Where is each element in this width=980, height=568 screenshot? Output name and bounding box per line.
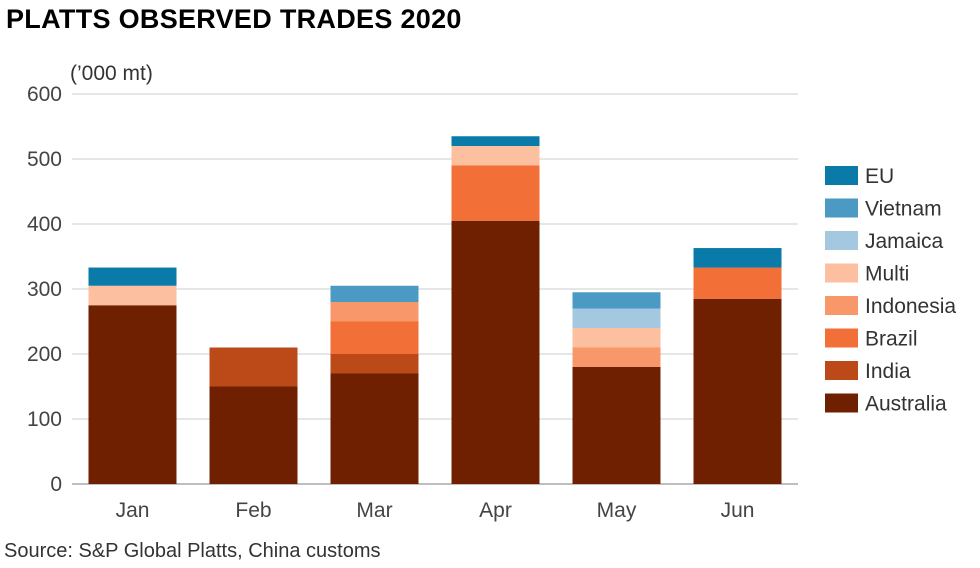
y-tick-label: 300 [27,278,62,301]
legend-swatch-australia [825,393,858,413]
gridlines [72,93,798,485]
y-axis-unit-label: (’000 mt) [70,62,153,85]
y-tick-label: 500 [27,148,62,171]
y-tick-label: 200 [27,343,62,366]
legend: EU Vietnam Jamaica Multi Indonesia Brazil Indi… [825,165,956,416]
bar-segment-brazil-apr [451,165,540,221]
legend-swatch-jamaica [825,231,858,250]
legend-swatch-brazil [825,328,858,348]
x-tick-label: Mar [356,499,392,522]
legend-swatch-multi [825,263,858,283]
bar-segment-vietnam-may [572,292,661,309]
bar-segment-india-mar [330,354,419,374]
bar-segment-brazil-jun [693,267,782,299]
x-tick-label: Apr [479,499,512,522]
bar-segment-indonesia-may [572,347,661,367]
bar-segment-india-feb [209,347,298,387]
x-tick-label: May [597,499,637,522]
legend-label-australia: Australia [865,393,947,416]
bar-segment-multi-jan [88,285,177,306]
legend-label-jamaica: Jamaica [865,230,944,253]
x-tick-label: Jan [116,499,150,522]
bar-segment-brazil-mar [330,321,419,354]
y-axis-ticks: 0 100 200 300 400 500 600 [27,83,62,496]
x-axis-ticks: Jan Feb Mar Apr May Jun [116,499,755,522]
legend-swatch-indonesia [825,296,858,315]
legend-swatch-vietnam [825,198,858,218]
legend-label-india: India [865,360,911,383]
bar-segment-australia-feb [209,386,298,484]
bar-segment-multi-apr [451,146,540,166]
bar-segment-vietnam-mar [330,285,419,302]
legend-label-brazil: Brazil [865,328,918,351]
bar-segment-australia-jan [88,305,177,484]
bar-segment-australia-jun [693,298,782,484]
bar-segment-eu-apr [451,136,540,146]
legend-label-multi: Multi [865,263,909,286]
bar-segment-eu-jun [693,248,782,268]
y-tick-label: 600 [27,83,62,106]
legend-label-eu: EU [865,165,894,188]
legend-swatch-india [825,361,858,380]
y-tick-label: 400 [27,213,62,236]
bar-segment-australia-may [572,367,661,484]
bar-segment-eu-jan [88,267,177,286]
bar-segment-multi-may [572,328,661,348]
legend-swatch-eu [825,166,858,185]
legend-label-vietnam: Vietnam [865,198,942,221]
chart-title: PLATTS OBSERVED TRADES 2020 [6,4,462,34]
legend-label-indonesia: Indonesia [865,295,956,318]
bars [88,136,782,484]
bar-segment-australia-apr [451,220,540,484]
source-note: Source: S&P Global Platts, China customs [4,540,381,562]
bar-segment-indonesia-mar [330,302,419,322]
y-tick-label: 0 [50,473,62,496]
x-tick-label: Jun [721,499,755,522]
y-tick-label: 100 [27,408,62,431]
x-tick-label: Feb [235,499,271,522]
bar-segment-jamaica-may [572,308,661,328]
bar-segment-australia-mar [330,373,419,484]
